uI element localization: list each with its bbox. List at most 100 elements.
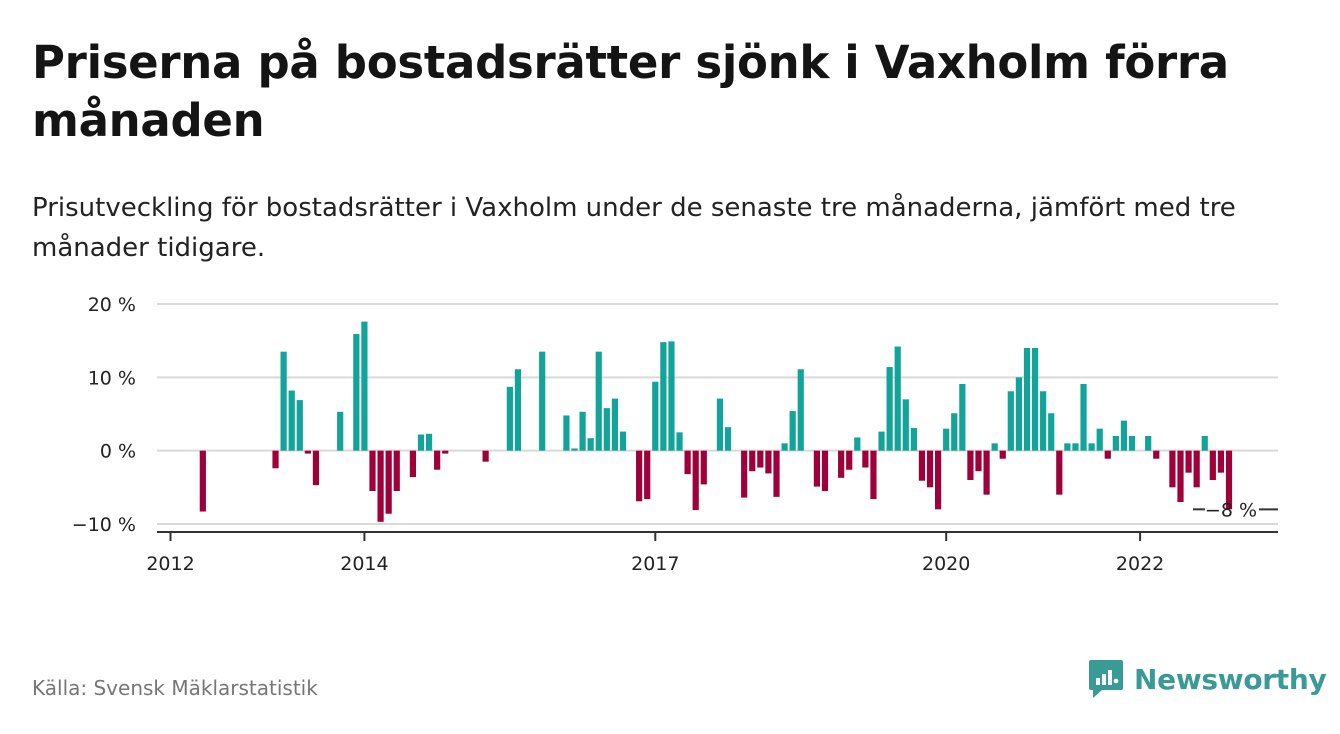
bar xyxy=(595,351,602,451)
bar xyxy=(749,450,756,472)
bar xyxy=(854,437,861,451)
bar xyxy=(514,369,522,451)
bar xyxy=(1040,391,1047,451)
bar xyxy=(434,450,441,470)
bar xyxy=(1007,391,1014,451)
bar xyxy=(563,415,570,451)
bar xyxy=(199,450,206,512)
bar xyxy=(1104,450,1111,459)
bar xyxy=(991,443,998,451)
bar xyxy=(684,450,691,475)
bar xyxy=(409,450,416,478)
bar xyxy=(870,450,877,500)
brand-name: Newsworthy xyxy=(1134,662,1327,696)
bar xyxy=(951,413,958,451)
last-value-label: −8 % xyxy=(1205,499,1257,521)
bar xyxy=(312,450,320,486)
bar xyxy=(288,390,295,451)
bar xyxy=(1153,450,1160,459)
bar xyxy=(272,450,279,469)
bar xyxy=(935,450,942,510)
source-note: Källa: Svensk Mäklarstatistik xyxy=(32,676,318,700)
bar xyxy=(1217,450,1224,473)
bar xyxy=(619,431,627,451)
bar xyxy=(967,450,974,480)
bar xyxy=(1048,413,1055,451)
bar xyxy=(926,450,934,488)
bar xyxy=(361,321,368,451)
bar xyxy=(442,450,449,454)
bar xyxy=(280,351,287,451)
bar xyxy=(1193,450,1200,488)
bar xyxy=(652,381,659,451)
newsworthy-logo: Newsworthy xyxy=(1088,658,1327,700)
bar xyxy=(1185,450,1192,473)
bar xyxy=(910,427,917,451)
bar xyxy=(821,450,829,491)
bar xyxy=(579,411,586,451)
bar xyxy=(1056,450,1063,495)
bar xyxy=(724,427,732,451)
bar xyxy=(943,428,950,451)
x-tick-label: 2022 xyxy=(1116,553,1164,575)
bar xyxy=(838,450,845,478)
bar xyxy=(482,450,489,462)
bar xyxy=(377,450,384,522)
bar xyxy=(353,334,360,451)
bar xyxy=(644,450,651,500)
bar xyxy=(417,434,425,451)
bar xyxy=(999,450,1006,459)
bar xyxy=(741,450,748,498)
bar xyxy=(918,450,926,481)
bar xyxy=(1177,450,1184,502)
bar xyxy=(1201,436,1208,451)
bar xyxy=(975,450,982,472)
bar xyxy=(1064,443,1071,451)
bar xyxy=(1128,436,1136,451)
bar xyxy=(1072,443,1079,451)
bar xyxy=(1169,450,1176,488)
bar xyxy=(983,450,990,495)
bar xyxy=(369,450,376,491)
bar xyxy=(296,400,303,451)
bar xyxy=(676,432,683,451)
bar xyxy=(789,411,796,451)
chart-subtitle: Prisutveckling för bostadsrätter i Vaxho… xyxy=(32,193,1236,263)
bar xyxy=(1080,383,1087,451)
bar xyxy=(781,443,788,451)
bar-layer xyxy=(199,321,1233,522)
bar xyxy=(1088,443,1095,451)
x-tick-label: 2020 xyxy=(922,553,970,575)
chart-title: Priserna på bostadsrätter sjönk i Vaxhol… xyxy=(32,36,1229,147)
bar xyxy=(539,351,546,451)
bar xyxy=(1015,377,1022,451)
bar xyxy=(797,369,804,451)
axis-layer: 2012 2014 2017 2020 2022 −8 % xyxy=(146,499,1278,575)
bar xyxy=(959,383,966,451)
newsworthy-chart-icon xyxy=(1089,660,1123,698)
bar xyxy=(603,408,610,451)
bar xyxy=(773,450,780,497)
bar xyxy=(1023,348,1031,451)
bar xyxy=(587,438,594,451)
bar xyxy=(902,399,909,451)
bar xyxy=(668,341,675,451)
x-tick-label: 2012 xyxy=(146,553,194,575)
bar xyxy=(716,398,724,451)
bar xyxy=(385,450,392,514)
bar xyxy=(846,450,853,470)
bar xyxy=(692,450,699,511)
bar xyxy=(393,450,400,491)
bar xyxy=(1112,436,1119,451)
bar xyxy=(611,398,618,451)
bar xyxy=(425,433,433,451)
bar xyxy=(757,450,764,468)
bar-chart: 20 % 10 % 0 % −10 % 2012 2014 2017 2020 2022 −8 … xyxy=(72,294,1278,575)
bar xyxy=(304,450,311,454)
bar xyxy=(660,342,667,451)
bar xyxy=(1225,450,1233,510)
bar xyxy=(878,431,885,451)
bar xyxy=(886,367,893,451)
bar xyxy=(636,450,643,502)
y-tick-label: 20 % xyxy=(88,294,136,316)
